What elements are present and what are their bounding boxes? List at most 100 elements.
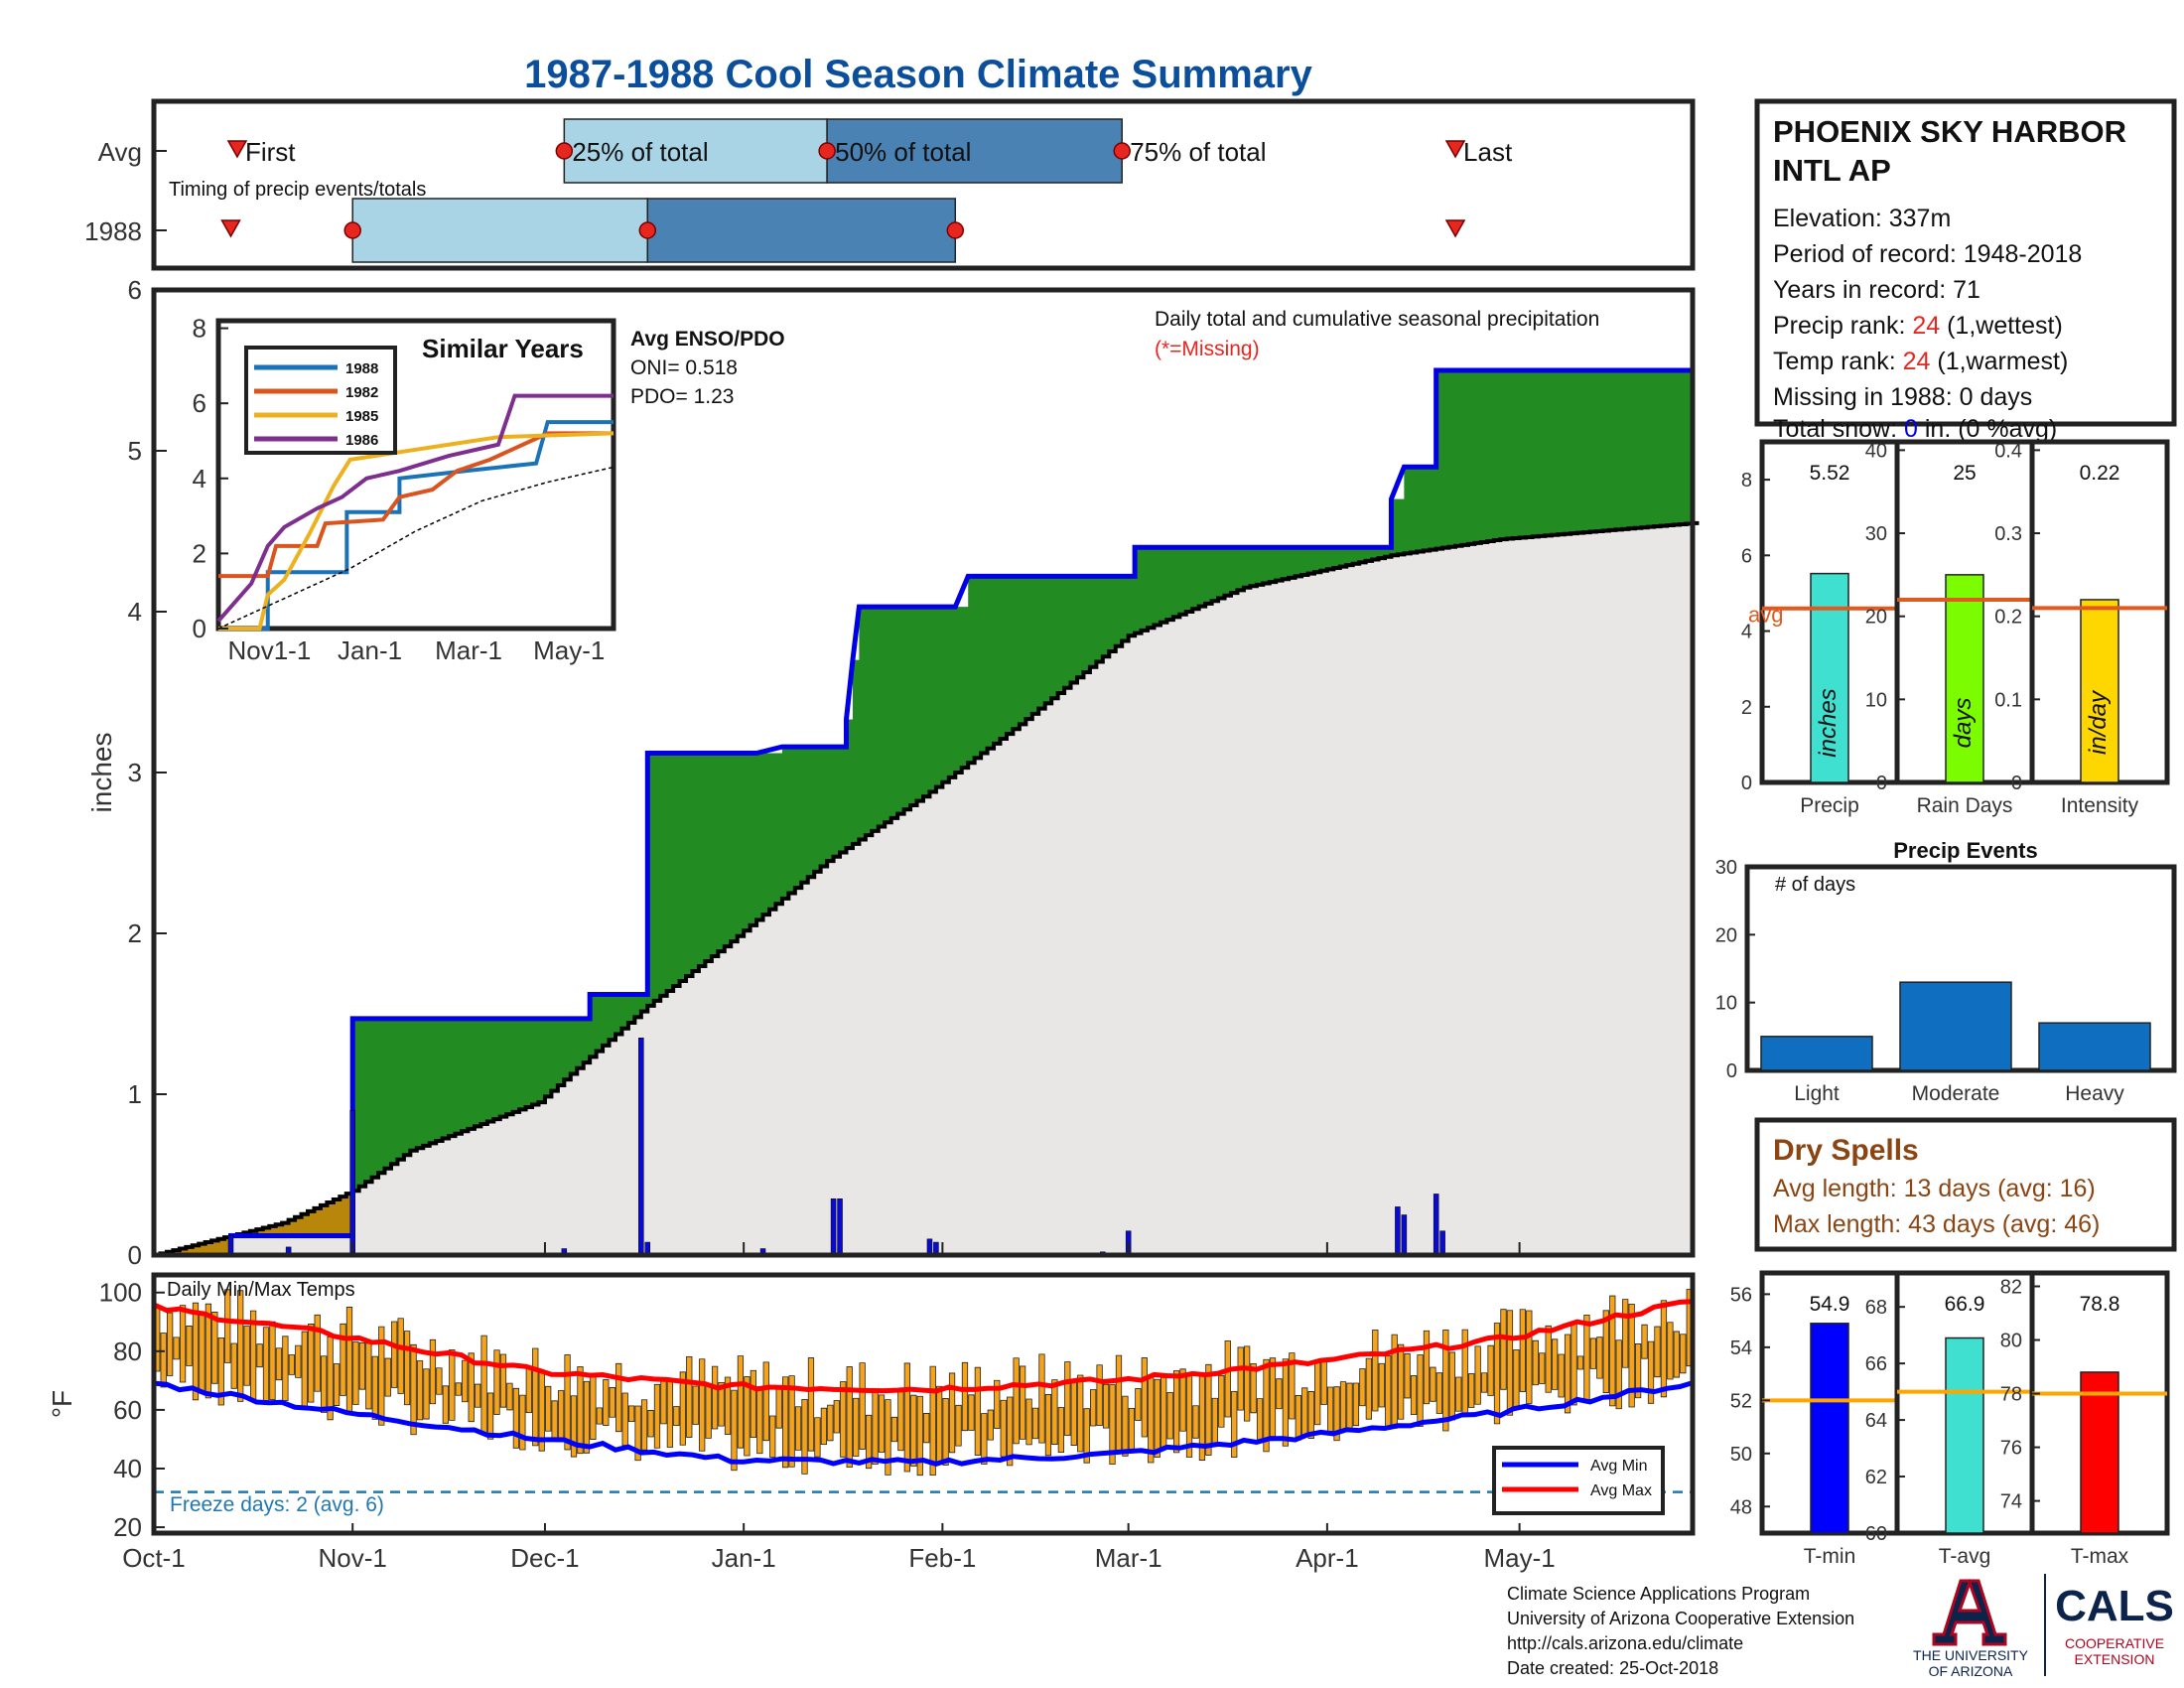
temp-rank: Temp rank: 24 (1,warmest) [1773,348,2068,375]
inset-axes: 0 2 4 6 8 Nov1-1 Jan-1 Mar-1 May-1 [193,314,606,665]
temp-y-tick-label: 80 [113,1336,142,1366]
inset-y-tick-label: 6 [193,388,206,418]
timing-percentile-marker [1113,142,1131,160]
summary-y-tick-label: 0 [2011,773,2022,794]
precip-rank-value: 24 [1912,312,1940,340]
snow-label: Total snow: [1773,415,1904,443]
summary-unit-label: in/day [2085,689,2112,755]
footer-line2: University of Arizona Cooperative Extens… [1507,1609,1854,1628]
summary-y-tick-label: 80 [2000,1331,2022,1352]
daily-precip-bar [638,1038,644,1256]
inset-y-tick-label: 0 [193,614,206,643]
dry-spells-avg: Avg length: 13 days (avg: 16) [1773,1175,2096,1202]
main-y-axis: 0 1 2 3 4 5 6 [128,275,1521,1270]
cumulative-1988-line [154,367,1693,1258]
cals-wordmark: CALS [2055,1582,2174,1630]
summary-x-label: Precip [1800,794,1859,817]
timing-bars: First 25% of total 50% of total 75% of tota… [154,118,1513,263]
temp-plot-marks [152,1289,1694,1533]
average-area [154,522,1693,1255]
station-elevation: Elevation: 337m [1773,205,1951,232]
daily-temps-panel: 20 40 60 80 100 Daily Min/Max Temps °F Freez… [47,1272,1696,1542]
inset-line-1985 [218,431,614,631]
summary-y-tick-label: 0.2 [1994,607,2022,629]
precip-event-category: Heavy [2065,1082,2124,1105]
summary-y-tick-label: 20 [1865,607,1887,629]
x-tick-label: Oct-1 [122,1543,186,1573]
x-tick-label: Mar-1 [1095,1543,1162,1573]
footer-line4: Date created: 25-Oct-2018 [1507,1658,1718,1678]
avg-max-line [152,1299,1694,1394]
summary-y-tick-label: 6 [1741,545,1752,567]
timing-label-p25: 25% of total [572,137,708,167]
main-y-tick-label: 6 [128,275,142,305]
timing-first-last-marker [1444,219,1466,238]
summary-y-tick-label: 60 [1865,1523,1887,1545]
precip-event-bar [2038,1022,2151,1071]
summary-x-label: T-min [1804,1545,1856,1568]
temp-rank-suffix: (1,warmest) [1930,348,2068,375]
x-tick-label: Feb-1 [908,1543,976,1573]
freeze-days: Freeze days: 2 (avg. 6) [170,1493,384,1516]
summary-y-tick-label: 62 [1865,1467,1887,1488]
dry-spells-max: Max length: 43 days (avg: 46) [1773,1210,2100,1238]
temp-rank-label: Temp rank: [1773,348,1903,375]
main-y-label: inches [86,733,117,813]
timing-first-last-marker [220,219,241,238]
station-name-line2: INTL AP [1773,153,1891,188]
inset-line-avg [217,466,614,630]
enso-title: Avg ENSO/PDO [630,328,785,351]
timing-label-p75: 75% of total [1130,137,1266,167]
footer: Climate Science Applications Program Uni… [1507,1574,2174,1679]
summary-value-label: 66.9 [1945,1293,1985,1316]
main-annotation: Daily total and cumulative seasonal prec… [1155,308,1599,331]
timing-percentile-marker [638,221,657,239]
avg-max-legend-label: Avg Max [1590,1482,1652,1499]
summary-y-tick-label: 78 [2000,1384,2022,1406]
timing-panel: First 25% of total 50% of total 75% of tota… [84,98,1696,271]
timing-label-last: Last [1463,137,1513,167]
summary-y-tick-label: 8 [1741,470,1752,492]
precip-summary-bars: 5.52 0 2 4 6 8 Precip inches avg 25 0 10 20 30 40 Rain … [1741,439,2170,817]
summary-y-tick-label: 48 [1730,1496,1752,1518]
summary-y-tick-label: 54 [1730,1337,1752,1359]
timing-label-first: First [245,137,296,167]
main-y-tick-label: 0 [128,1240,142,1270]
summary-y-tick-label: 52 [1730,1390,1752,1412]
summary-bar [1810,1323,1849,1534]
precip-rank: Precip rank: 24 (1,wettest) [1773,312,2063,340]
precip-events-panel: Precip Events Light Moderate Heavy0102030 … [1715,838,2177,1105]
cals-sub2: EXTENSION [2075,1651,2155,1667]
summary-avg-label: avg [1748,603,1783,628]
summary-unit-label: inches [1815,688,1842,757]
ua-name-line2: OF ARIZONA [1929,1663,2013,1679]
summary-y-tick-label: 82 [2000,1277,2022,1299]
x-tick-label: Dec-1 [510,1543,579,1573]
temp-y-tick-label: 100 [99,1278,142,1308]
summary-bar [1945,574,1984,783]
summary-value-label: 0.22 [2080,462,2120,485]
temp-y-tick-label: 20 [113,1512,142,1542]
temp-y-label: °F [47,1390,77,1418]
station-years: Years in record: 71 [1773,276,1980,304]
snow-suffix: in. (0 %avg) [1918,415,2057,443]
temp-plot-bg [154,1275,1693,1533]
inset-plot-marks [216,393,614,631]
inset-legend-label: 1982 [345,384,378,401]
daily-precip-bar [830,1198,837,1256]
timing-first-last-marker [226,140,248,159]
inset-line-1986 [216,393,614,623]
precip-events-y-tick-label: 0 [1726,1060,1737,1082]
temp-summary-bars: 54.9 48 50 52 54 56 T-min 66.9 60 62 64 66 68 T-avg 78… [1730,1270,2170,1568]
avg-min-legend-label: Avg Min [1590,1458,1648,1475]
timing-row-avg-label: Avg [98,137,142,167]
summary-y-tick-label: 10 [1865,689,1887,711]
total-snow: Total snow: 0 in. (0 %avg) [1773,415,2057,443]
precip-events-ylabel: # of days [1775,874,1855,896]
temp-y-tick-label: 60 [113,1395,142,1425]
timing-q2-bar [646,198,957,263]
summary-y-tick-label: 66 [1865,1353,1887,1375]
oni-value: ONI= 0.518 [630,356,738,379]
timing-row-1988-label: 1988 [84,216,142,246]
